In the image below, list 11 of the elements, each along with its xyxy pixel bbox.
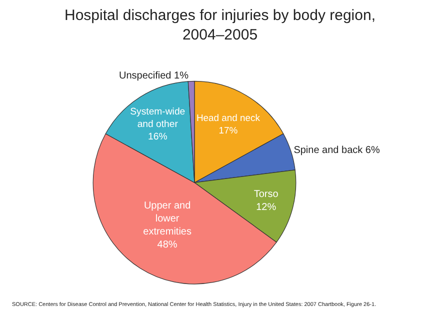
data-label: 12% [256,202,276,214]
slice-label: Upper and lower extremities [143,200,192,238]
slice-label: Spine and back 6% [294,145,380,156]
data-label: 16% [148,132,168,143]
slice-label: Torso [254,189,279,200]
slice-label: Head and neck [196,112,260,124]
slice-label: System-wide and other [130,106,186,130]
data-label: 48% [157,239,178,250]
slice-label: Unspecified 1% [118,70,189,82]
chart-title: Hospital discharges for injuries by body region, 2004–2005 [64,6,376,44]
data-label: 17% [218,125,238,136]
